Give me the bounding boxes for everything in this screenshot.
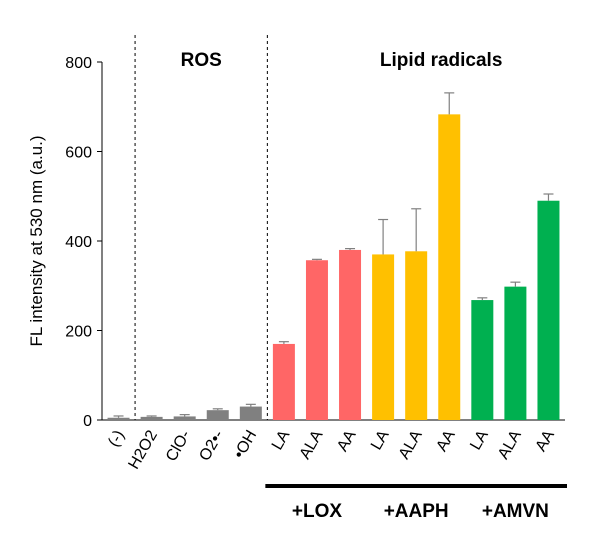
x-tick-label: ALA <box>396 427 426 462</box>
x-tick-label: LA <box>467 427 492 453</box>
bar <box>372 254 395 420</box>
bar <box>471 300 494 420</box>
bar <box>107 417 130 420</box>
section-label-lipid-radicals: Lipid radicals <box>380 50 502 71</box>
x-tick-label: LA <box>368 427 393 453</box>
y-axis-label: FL intensity at 530 nm (a.u.) <box>27 135 46 346</box>
x-tick-label: LA <box>269 427 294 453</box>
x-tick-label: ALA <box>297 427 327 462</box>
group-label: +AMVN <box>482 501 549 522</box>
x-tick-label: (-) <box>105 428 128 450</box>
bar <box>140 416 163 420</box>
bar <box>438 114 461 421</box>
bar <box>537 200 560 420</box>
bar <box>173 416 196 420</box>
x-tick-label: ALA <box>495 427 525 462</box>
bar <box>339 249 362 420</box>
group-bracket <box>364 484 468 488</box>
group-label: +LOX <box>292 501 342 522</box>
group-bracket <box>463 484 567 488</box>
group-label: +AAPH <box>384 501 449 522</box>
bar <box>305 260 328 420</box>
x-tick-label: •OH <box>231 428 261 462</box>
x-tick-label: O2•- <box>196 428 227 464</box>
x-tick-label: H2O2 <box>125 427 161 472</box>
bar <box>239 406 262 420</box>
section-label-ros: ROS <box>181 50 222 71</box>
group-bracket <box>265 484 369 488</box>
y-tick-label: 800 <box>65 55 92 72</box>
bar <box>272 343 295 420</box>
y-tick-label: 0 <box>83 413 92 430</box>
x-tick-label: ClO- <box>163 428 194 465</box>
x-tick-label: AA <box>334 427 360 454</box>
x-tick-label: AA <box>533 427 559 454</box>
bar <box>206 410 229 420</box>
x-tick-label: AA <box>433 427 459 454</box>
bar <box>504 286 527 420</box>
y-tick-label: 600 <box>65 145 92 162</box>
y-tick-label: 200 <box>65 324 92 341</box>
y-tick-label: 400 <box>65 234 92 251</box>
bar <box>405 251 428 420</box>
